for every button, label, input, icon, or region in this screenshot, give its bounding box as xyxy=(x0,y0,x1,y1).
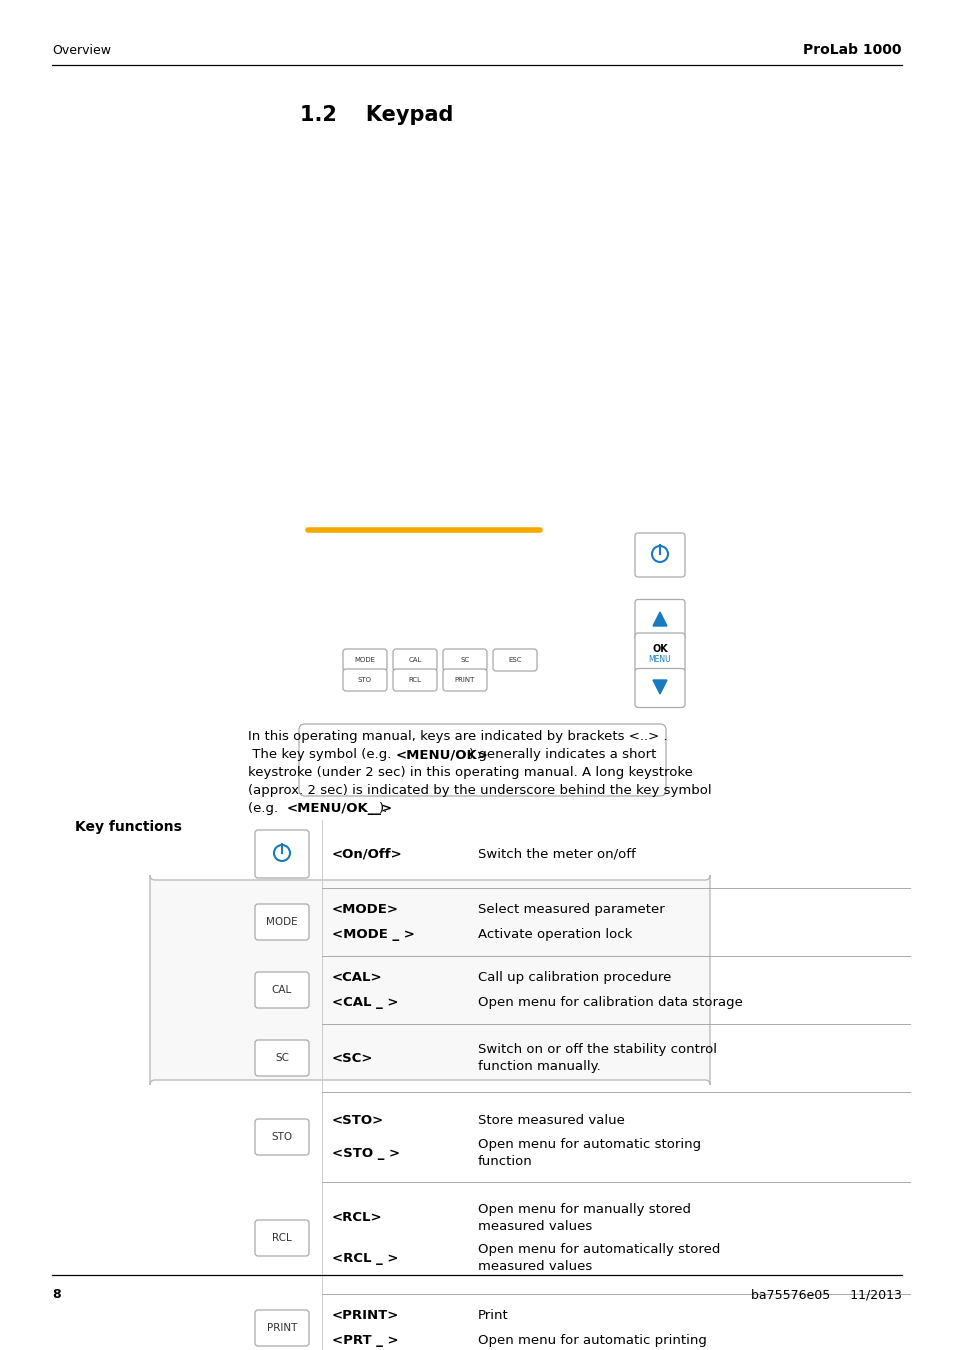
FancyBboxPatch shape xyxy=(493,649,537,671)
Text: ba75576e05     11/2013: ba75576e05 11/2013 xyxy=(750,1288,901,1301)
Text: Key functions: Key functions xyxy=(75,819,182,834)
FancyBboxPatch shape xyxy=(635,668,684,707)
Text: In this operating manual, keys are indicated by brackets <..> .: In this operating manual, keys are indic… xyxy=(248,730,667,742)
Text: ProLab 1000: ProLab 1000 xyxy=(802,43,901,57)
Text: STO: STO xyxy=(272,1133,293,1142)
Text: Overview: Overview xyxy=(52,43,111,57)
Text: <PRT _ >: <PRT _ > xyxy=(332,1334,398,1347)
FancyBboxPatch shape xyxy=(254,830,309,878)
Text: Open menu for automatically stored: Open menu for automatically stored xyxy=(477,1243,720,1256)
Text: <MODE>: <MODE> xyxy=(332,903,398,917)
Text: Switch the meter on/off: Switch the meter on/off xyxy=(477,848,635,860)
Text: ) generally indicates a short: ) generally indicates a short xyxy=(469,748,656,761)
FancyBboxPatch shape xyxy=(298,724,665,796)
Text: CAL: CAL xyxy=(272,986,292,995)
Text: PRINT: PRINT xyxy=(455,676,475,683)
Text: RCL: RCL xyxy=(408,676,421,683)
Text: Open menu for automatic storing: Open menu for automatic storing xyxy=(477,1138,700,1152)
Text: <RCL _ >: <RCL _ > xyxy=(332,1251,398,1265)
Text: <PRINT>: <PRINT> xyxy=(332,1310,399,1322)
Text: PRINT: PRINT xyxy=(267,1323,297,1332)
Text: <RCL>: <RCL> xyxy=(332,1211,382,1224)
FancyBboxPatch shape xyxy=(343,649,387,671)
Text: measured values: measured values xyxy=(477,1220,592,1233)
Text: OK: OK xyxy=(652,644,667,653)
Text: STO: STO xyxy=(357,676,372,683)
Text: measured values: measured values xyxy=(477,1260,592,1273)
Text: <On/Off>: <On/Off> xyxy=(332,848,402,860)
Text: Open menu for manually stored: Open menu for manually stored xyxy=(477,1203,690,1216)
FancyBboxPatch shape xyxy=(254,1220,309,1256)
Text: <STO>: <STO> xyxy=(332,1114,384,1127)
FancyBboxPatch shape xyxy=(635,533,684,576)
FancyBboxPatch shape xyxy=(442,649,486,671)
FancyBboxPatch shape xyxy=(254,972,309,1008)
FancyBboxPatch shape xyxy=(150,875,709,1085)
Polygon shape xyxy=(652,612,666,626)
Text: The key symbol (e.g.: The key symbol (e.g. xyxy=(248,748,395,761)
Text: MODE: MODE xyxy=(266,917,297,927)
Text: (e.g.: (e.g. xyxy=(248,802,282,815)
Text: Store measured value: Store measured value xyxy=(477,1114,624,1127)
FancyBboxPatch shape xyxy=(393,670,436,691)
FancyBboxPatch shape xyxy=(254,904,309,940)
FancyBboxPatch shape xyxy=(393,649,436,671)
Text: <MENU/OK__>: <MENU/OK__> xyxy=(287,802,393,815)
FancyBboxPatch shape xyxy=(635,633,684,672)
Text: function: function xyxy=(477,1156,532,1168)
FancyBboxPatch shape xyxy=(254,1040,309,1076)
Text: RCL: RCL xyxy=(272,1233,292,1243)
Text: SC: SC xyxy=(274,1053,289,1062)
Text: Activate operation lock: Activate operation lock xyxy=(477,927,632,941)
Text: MENU: MENU xyxy=(648,655,671,663)
FancyBboxPatch shape xyxy=(254,1119,309,1156)
Text: MODE: MODE xyxy=(355,657,375,663)
Text: 8: 8 xyxy=(52,1288,61,1301)
Text: Switch on or off the stability control: Switch on or off the stability control xyxy=(477,1044,717,1056)
Text: SC: SC xyxy=(460,657,469,663)
Text: <CAL _ >: <CAL _ > xyxy=(332,996,398,1008)
Text: Open menu for calibration data storage: Open menu for calibration data storage xyxy=(477,996,742,1008)
Text: ESC: ESC xyxy=(508,657,521,663)
FancyBboxPatch shape xyxy=(343,670,387,691)
Text: Select measured parameter: Select measured parameter xyxy=(477,903,664,917)
Text: <CAL>: <CAL> xyxy=(332,971,382,984)
FancyBboxPatch shape xyxy=(635,599,684,640)
Text: <SC>: <SC> xyxy=(332,1052,374,1065)
Text: ).: ). xyxy=(378,802,388,815)
FancyBboxPatch shape xyxy=(254,1310,309,1346)
Text: CAL: CAL xyxy=(408,657,421,663)
Text: Print: Print xyxy=(477,1310,508,1322)
Text: keystroke (under 2 sec) in this operating manual. A long keystroke: keystroke (under 2 sec) in this operatin… xyxy=(248,765,692,779)
Text: function manually.: function manually. xyxy=(477,1060,600,1073)
FancyBboxPatch shape xyxy=(442,670,486,691)
Text: (approx. 2 sec) is indicated by the underscore behind the key symbol: (approx. 2 sec) is indicated by the unde… xyxy=(248,784,711,796)
Text: <MENU/OK>: <MENU/OK> xyxy=(395,748,488,761)
Text: 1.2    Keypad: 1.2 Keypad xyxy=(299,105,453,126)
Text: <STO _ >: <STO _ > xyxy=(332,1146,399,1160)
Text: Open menu for automatic printing: Open menu for automatic printing xyxy=(477,1334,706,1347)
Text: <MODE _ >: <MODE _ > xyxy=(332,927,415,941)
Text: Call up calibration procedure: Call up calibration procedure xyxy=(477,971,671,984)
Polygon shape xyxy=(652,680,666,694)
